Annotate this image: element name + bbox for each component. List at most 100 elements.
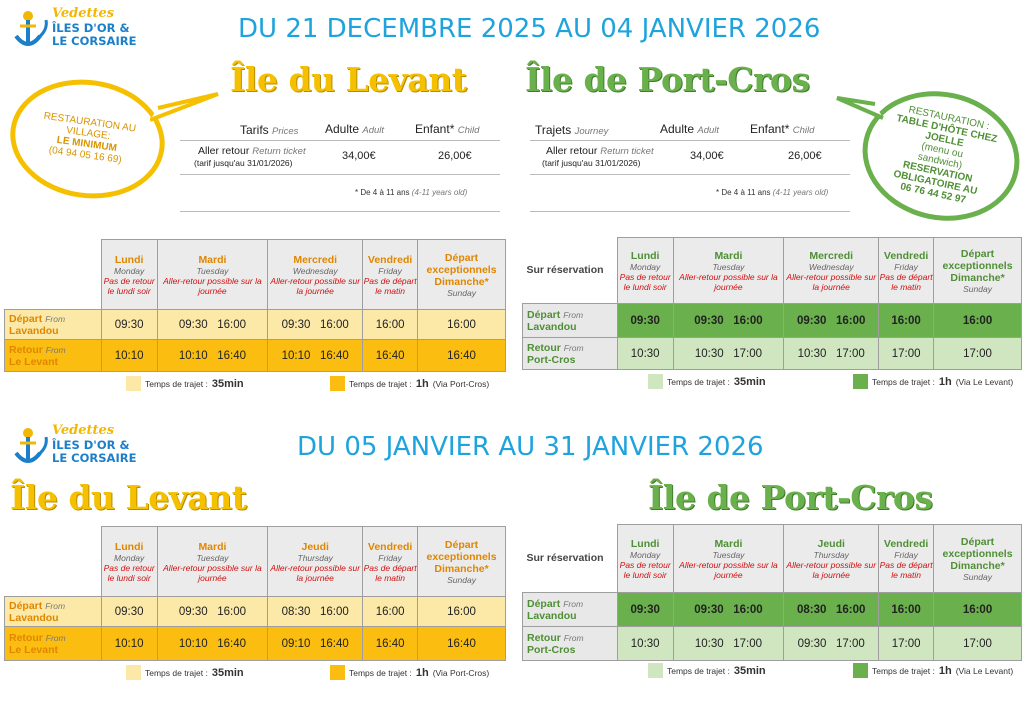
time-cell: 10:10 16:40 — [156, 339, 269, 372]
row-label: Départ From Lavandou — [522, 592, 618, 627]
ticket-label: Aller retour Return ticket — [546, 145, 654, 157]
legend-swatch — [126, 665, 141, 680]
day-header: Mardi Tuesday Aller-retour possible sur la… — [672, 524, 785, 593]
time-cell: 09:30 16:00 — [156, 596, 269, 627]
company-logo: Vedettes ÎLES D'OR & LE CORSAIRE — [8, 423, 148, 473]
row-label: Départ From Lavandou — [4, 309, 102, 340]
table-row: Départ From Lavandou 09:30 09:30 16:00 08… — [522, 592, 1022, 627]
legend-light: Temps de trajet : 35min — [126, 376, 244, 391]
legend-swatch — [330, 665, 345, 680]
time-cell: 16:00 — [933, 592, 1022, 627]
period-title-1: DU 21 DECEMBRE 2025 AU 04 JANVIER 2026 — [238, 14, 821, 44]
table-row: Retour From Port-Cros 10:30 10:30 17:00 1… — [522, 337, 1022, 370]
time-cell: 16:00 — [878, 303, 935, 338]
schedule-table-levant-1: Lundi Monday Pas de retour le lundi soir M… — [4, 239, 506, 372]
time-cell: 09:30 16:00 — [783, 303, 880, 338]
price-table-portcros: Trajets Journey Adulte Adult Enfant* Chi… — [530, 118, 850, 213]
divider — [530, 211, 850, 212]
divider — [180, 174, 500, 175]
price-col-label: Tarifs Prices — [240, 123, 299, 137]
time-cell: 10:30 — [616, 337, 674, 370]
time-cell: 09:10 16:40 — [267, 626, 364, 661]
table-row: Départ From Lavandou 09:30 09:30 16:00 09… — [522, 303, 1022, 338]
logo-vedettes-text: Vedettes — [52, 6, 115, 21]
bubble-tail-portcros — [836, 96, 884, 120]
day-header: Départ exceptionnels Dimanche* Sunday — [417, 239, 506, 310]
time-cell: 16:00 — [933, 303, 1022, 338]
time-cell: 10:10 — [100, 339, 158, 372]
time-cell: 16:40 — [362, 339, 419, 372]
time-cell: 09:30 17:00 — [783, 626, 880, 661]
legend-swatch — [853, 374, 868, 389]
day-header: Vendredi Friday Pas de départ le matin — [362, 526, 419, 597]
day-header: Mercredi Wednesday Aller-retour possible s… — [783, 237, 880, 304]
time-cell: 09:30 — [616, 592, 674, 627]
time-cell: 16:00 — [417, 596, 506, 627]
schedule-table-portcros-1: Sur réservation Lundi Monday Pas de retour… — [522, 237, 1022, 370]
logo-line2: LE CORSAIRE — [52, 34, 137, 48]
time-cell: 17:00 — [878, 626, 935, 661]
adult-col-label: Adulte Adult — [660, 122, 720, 136]
time-cell: 16:00 — [362, 309, 419, 340]
bubble-tail-levant — [150, 92, 219, 122]
table-row: Retour From Le Levant 10:10 10:10 16:40 1… — [4, 339, 506, 372]
legend-swatch — [648, 374, 663, 389]
restaurant-bubble-levant: RESTAURATION AU VILLAGE: LE MINIMUM (04 … — [2, 69, 173, 209]
legend-swatch — [330, 376, 345, 391]
time-cell: 16:00 — [417, 309, 506, 340]
logo-line1: ÎLES D'OR & — [52, 438, 130, 452]
table-row: Départ From Lavandou 09:30 09:30 16:00 09… — [4, 309, 506, 340]
divider — [530, 174, 850, 175]
row-label: Départ From Lavandou — [522, 303, 618, 338]
time-cell: 10:10 — [100, 626, 158, 661]
day-header: Lundi Monday Pas de retour le lundi soir — [100, 526, 158, 597]
island-title-levant-1: Île du Levant — [230, 60, 467, 99]
price-table-levant: Tarifs Prices Adulte Adult Enfant* Child… — [180, 118, 500, 213]
ticket-note: (tarif jusqu'au 31/01/2026) — [194, 158, 293, 168]
island-title-levant-2: Île du Levant — [10, 478, 247, 517]
time-cell: 10:30 17:00 — [672, 626, 785, 661]
row-label: Retour From Port-Cros — [522, 337, 618, 370]
child-col-label: Enfant* Child — [415, 122, 480, 136]
divider — [180, 211, 500, 212]
price-col-label: Trajets Journey — [535, 123, 609, 137]
time-cell: 08:30 16:00 — [267, 596, 364, 627]
child-price: 26,00€ — [438, 150, 472, 162]
row-label: Retour From Le Levant — [4, 626, 102, 661]
age-note-levant: * De 4 à 11 ans (4-11 years old) — [355, 188, 468, 197]
day-header: Lundi Monday Pas de retour le lundi soir — [616, 237, 674, 304]
logo-line1: ÎLES D'OR & — [52, 21, 130, 35]
day-header: Lundi Monday Pas de retour le lundi soir — [616, 524, 674, 593]
legend-dark: Temps de trajet : 1h (Via Port-Cros) — [330, 665, 489, 680]
day-header: Vendredi Friday Pas de départ le matin — [362, 239, 419, 310]
time-cell: 08:30 16:00 — [783, 592, 880, 627]
time-cell: 16:40 — [417, 626, 506, 661]
legend-light: Temps de trajet : 35min — [648, 663, 766, 678]
day-header: Jeudi Thursday Aller-retour possible sur l… — [783, 524, 880, 593]
schedule-table-portcros-2: Sur réservation Lundi Monday Pas de retour… — [522, 524, 1022, 661]
child-price: 26,00€ — [788, 150, 822, 162]
legend-dark: Temps de trajet : 1h (Via Port-Cros) — [330, 376, 489, 391]
island-title-portcros-1: Île de Port-Cros — [525, 60, 810, 99]
age-note-portcros: * De 4 à 11 ans (4-11 years old) — [716, 188, 829, 197]
logo-vedettes-text: Vedettes — [52, 423, 115, 438]
legend-light: Temps de trajet : 35min — [648, 374, 766, 389]
time-cell: 17:00 — [933, 626, 1022, 661]
child-col-label: Enfant* Child — [750, 122, 815, 136]
time-cell: 09:30 16:00 — [156, 309, 269, 340]
day-header: Mercredi Wednesday Aller-retour possible s… — [267, 239, 364, 310]
legend-dark: Temps de trajet : 1h (Via Le Levant) — [853, 663, 1013, 678]
time-cell: 10:30 — [616, 626, 674, 661]
time-cell: 10:30 17:00 — [783, 337, 880, 370]
legend-light: Temps de trajet : 35min — [126, 665, 244, 680]
row-label: Retour From Le Levant — [4, 339, 102, 372]
time-cell: 10:30 17:00 — [672, 337, 785, 370]
day-header: Vendredi Friday Pas de départ le matin — [878, 237, 935, 304]
table-row: Retour From Port-Cros 10:30 10:30 17:00 0… — [522, 626, 1022, 661]
day-header: Départ exceptionnels Dimanche* Sunday — [933, 524, 1022, 593]
day-header: Lundi Monday Pas de retour le lundi soir — [100, 239, 158, 310]
reservation-label: Sur réservation — [526, 552, 604, 565]
legend-swatch — [853, 663, 868, 678]
time-cell: 17:00 — [878, 337, 935, 370]
schedule-table-levant-2: Lundi Monday Pas de retour le lundi soir M… — [4, 526, 506, 661]
